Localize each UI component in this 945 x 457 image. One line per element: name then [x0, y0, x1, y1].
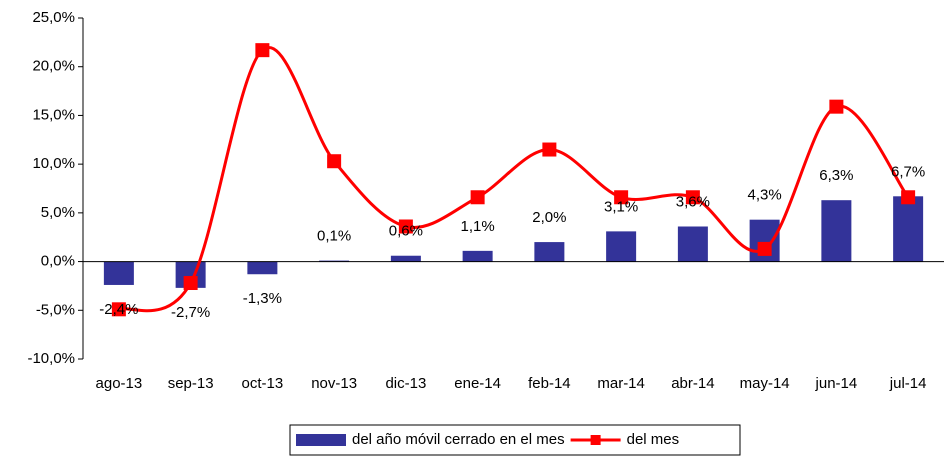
- x-tick-label: nov-13: [311, 375, 357, 392]
- data-label: -2,7%: [171, 304, 210, 321]
- y-tick-label: -5,0%: [36, 301, 75, 318]
- bar: [534, 242, 565, 262]
- data-label: 6,7%: [891, 163, 925, 180]
- data-label: 6,3%: [819, 167, 853, 184]
- bar: [893, 196, 924, 262]
- data-label: 0,6%: [389, 223, 423, 240]
- bar: [462, 250, 493, 262]
- marker: [255, 43, 270, 58]
- x-tick-label: may-14: [740, 375, 790, 392]
- data-label: 2,0%: [532, 209, 566, 226]
- line: [118, 46, 910, 313]
- y-tick-label: 5,0%: [41, 204, 75, 221]
- marker: [685, 190, 700, 205]
- x-tick-label: mar-14: [597, 375, 645, 392]
- y-tick-label: 0,0%: [41, 253, 75, 270]
- legend-swatch: [296, 434, 346, 446]
- marker: [398, 219, 413, 234]
- data-label: -1,3%: [243, 290, 282, 307]
- y-tick-label: -10,0%: [27, 350, 75, 367]
- bar: [247, 261, 278, 275]
- marker: [614, 190, 629, 205]
- data-label: 0,1%: [317, 228, 351, 245]
- legend-box: [289, 424, 741, 456]
- data-label: 4,3%: [748, 187, 782, 204]
- data-label: 3,1%: [604, 198, 638, 215]
- y-tick-label: 20,0%: [32, 58, 75, 75]
- x-tick-label: ago-13: [96, 375, 143, 392]
- data-label: 3,6%: [676, 193, 710, 210]
- data-label: 1,1%: [461, 218, 495, 235]
- x-tick-label: ene-14: [454, 375, 501, 392]
- x-tick-label: jun-14: [815, 375, 858, 392]
- y-tick-label: 10,0%: [32, 155, 75, 172]
- marker: [183, 276, 198, 291]
- data-label: -2,4%: [99, 301, 138, 318]
- legend-marker: [590, 435, 601, 445]
- bar: [606, 231, 637, 262]
- x-tick-label: jul-14: [889, 375, 927, 392]
- marker: [470, 190, 485, 205]
- marker: [542, 142, 557, 157]
- y-tick-label: 25,0%: [32, 9, 75, 26]
- legend-label: del mes: [627, 431, 680, 448]
- legend-label: del año móvil cerrado en el mes: [352, 431, 565, 448]
- x-tick-label: feb-14: [528, 375, 571, 392]
- bar: [821, 200, 852, 262]
- x-tick-label: oct-13: [242, 375, 284, 392]
- bar: [390, 255, 421, 262]
- y-tick-label: 15,0%: [32, 106, 75, 123]
- marker: [901, 190, 916, 205]
- bar: [677, 226, 708, 262]
- bar: [103, 261, 134, 285]
- marker: [327, 154, 342, 169]
- x-tick-label: dic-13: [385, 375, 426, 392]
- x-tick-label: sep-13: [168, 375, 214, 392]
- x-tick-label: abr-14: [671, 375, 714, 392]
- marker: [757, 241, 772, 256]
- marker: [829, 99, 844, 114]
- marker: [111, 302, 126, 317]
